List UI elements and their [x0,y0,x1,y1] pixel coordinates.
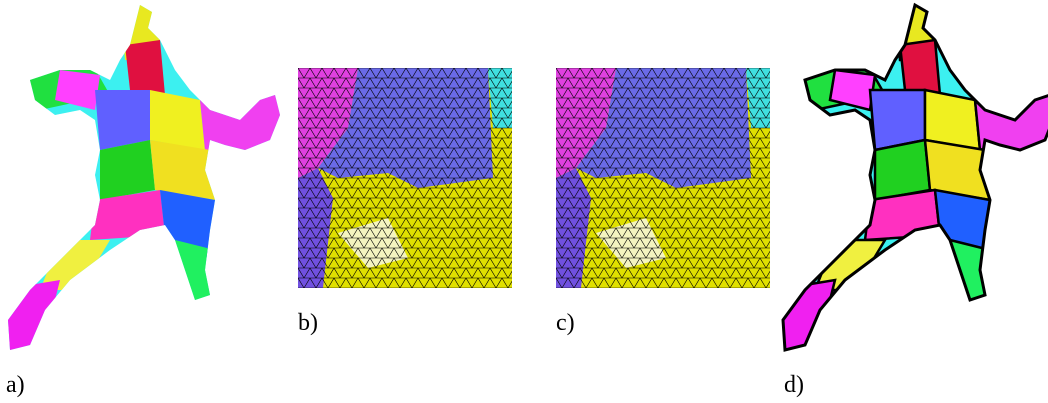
panel-label: d) [784,372,804,398]
panel-d-image [775,0,1048,360]
panel-label: a) [6,372,25,398]
figure: a) b) c) d) [0,0,1048,403]
panel-c-image [556,68,770,288]
panel-b-image [298,68,512,288]
panel-label: c) [556,310,575,336]
panel-label: b) [298,310,318,336]
panel-a-image [0,0,300,360]
